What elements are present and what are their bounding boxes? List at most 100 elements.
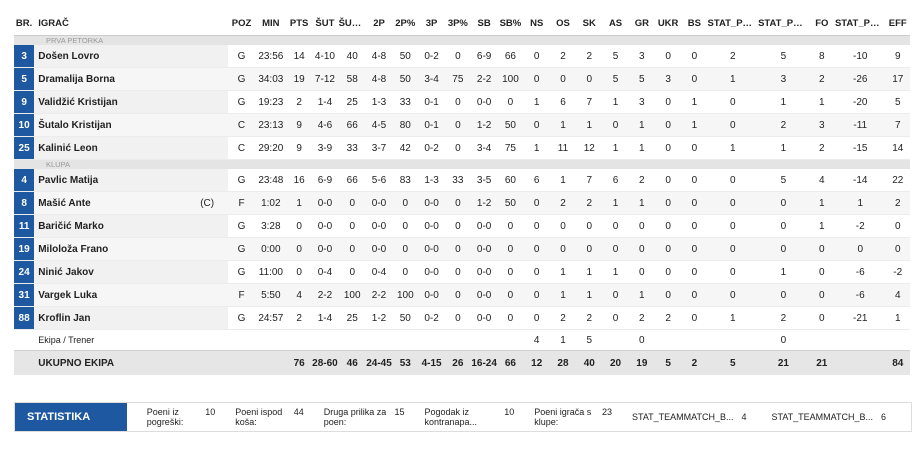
player-row[interactable]: 10 Šutalo Kristijan C 23:13 9 4-6 66 4-5 80 0-1 0 1… bbox=[14, 113, 910, 137]
stat-cell: 2 bbox=[758, 306, 809, 330]
player-row[interactable]: 4 Pavlic Matija G 23:48 16 6-9 66 5-6 83 1-3 33 3-5… bbox=[14, 169, 910, 192]
stat-cell: 3 bbox=[654, 67, 682, 91]
column-header[interactable]: OS bbox=[549, 12, 577, 36]
stat-cell: 1 bbox=[523, 90, 550, 114]
team-stat-value: 10 bbox=[205, 407, 216, 417]
player-name-link[interactable]: Došen Lovro bbox=[34, 45, 186, 68]
column-header[interactable]: ŠUT bbox=[311, 12, 339, 36]
stat-cell bbox=[445, 330, 471, 351]
stat-cell bbox=[228, 350, 255, 375]
stat-cell: 26 bbox=[444, 350, 471, 375]
column-header[interactable]: PTS bbox=[287, 12, 312, 36]
column-header[interactable]: STAT_PERS... bbox=[707, 12, 759, 36]
stat-cell: 0 bbox=[834, 237, 886, 261]
team-stat-value: 10 bbox=[504, 407, 515, 417]
player-name-link[interactable]: Kalinić Leon bbox=[34, 136, 186, 160]
team-stat-value: 15 bbox=[394, 407, 405, 417]
stat-cell: 0 bbox=[287, 237, 312, 261]
player-name-link[interactable]: Ninić Jakov bbox=[34, 260, 186, 284]
player-name-link[interactable]: Vargek Luka bbox=[34, 283, 186, 307]
stat-cell: 0 bbox=[497, 90, 524, 114]
stat-cell: 1-2 bbox=[365, 306, 393, 330]
column-header[interactable]: SB bbox=[471, 12, 498, 36]
stat-cell: 0 bbox=[444, 260, 471, 284]
column-header[interactable]: NS bbox=[523, 12, 550, 36]
stat-cell: 0 bbox=[707, 283, 759, 307]
column-header[interactable]: SB% bbox=[497, 12, 524, 36]
stat-cell: 0 bbox=[758, 191, 809, 215]
player-name-link[interactable]: Mašić Ante bbox=[34, 191, 186, 215]
stat-cell: 22 bbox=[885, 169, 910, 192]
stat-cell: 1 bbox=[808, 214, 835, 238]
player-row[interactable]: 9 Validžić Kristijan G 19:23 2 1-4 25 1-3 33 0-1 0… bbox=[14, 90, 910, 114]
captain-badge bbox=[185, 169, 229, 192]
stat-cell: 1 bbox=[602, 260, 629, 284]
column-header[interactable]: 3P% bbox=[444, 12, 471, 36]
player-row[interactable]: 19 Miloloža Frano G 0:00 0 0-0 0 0-0 0 0-0 0 0-0 0 0 0… bbox=[14, 237, 910, 261]
team-stat-item: STAT_TEAMMATCH_B... 4 bbox=[632, 412, 750, 422]
stat-cell: 76 bbox=[287, 350, 312, 375]
stat-cell: 1 bbox=[602, 191, 629, 215]
column-header[interactable]: BS bbox=[681, 12, 708, 36]
column-header[interactable]: AS bbox=[602, 12, 629, 36]
stat-cell: 50 bbox=[392, 67, 419, 91]
column-header[interactable]: SK bbox=[576, 12, 603, 36]
column-header[interactable]: UKR bbox=[654, 12, 682, 36]
player-row[interactable]: 31 Vargek Luka F 5:50 4 2-2 100 2-2 100 0-0 0 0-0 0 0… bbox=[14, 283, 910, 307]
stat-cell: 3 bbox=[628, 90, 655, 114]
stat-cell: 14 bbox=[287, 45, 312, 68]
column-header[interactable]: 3P bbox=[418, 12, 445, 36]
team-stat-value: 44 bbox=[293, 407, 304, 417]
stat-cell bbox=[655, 330, 681, 351]
stat-cell: 50 bbox=[392, 45, 419, 68]
column-header[interactable]: MIN bbox=[254, 12, 288, 36]
table-header: BR. IGRAČ POZ MIN PTS ŠUT ŠUT% 2P 2P% 3P 3P% SB SB% N… bbox=[14, 12, 910, 36]
stat-cell: 0-0 bbox=[471, 90, 498, 114]
player-row[interactable]: 24 Ninić Jakov G 11:00 0 0-4 0 0-4 0 0-0 0 0-0 0 0 1 1 1… bbox=[14, 260, 910, 284]
column-header: BR. bbox=[14, 12, 35, 36]
stat-cell: 2 bbox=[707, 45, 759, 68]
stat-cell: 4 bbox=[533, 334, 540, 346]
team-stat-label: Poeni ispod koša: bbox=[235, 407, 283, 427]
stat-cell: 66 bbox=[338, 113, 366, 137]
player-row[interactable]: 8 Mašić Ante (C) F 1:02 1 0-0 0 0-0 0 0-0 0 1-2 50 0 2 2… bbox=[14, 191, 910, 215]
column-header[interactable]: ŠUT% bbox=[338, 12, 366, 36]
player-row[interactable]: 88 Kroflin Jan G 24:57 2 1-4 25 1-2 50 0-2 0 0-0 0 0 2… bbox=[14, 306, 910, 330]
player-row[interactable]: 3 Došen Lovro G 23:56 14 4-10 40 4-8 50 0-2 0 6-9 66… bbox=[14, 45, 910, 68]
stat-cell: 19:23 bbox=[254, 90, 288, 114]
stat-cell: 4 bbox=[287, 283, 312, 307]
stat-cell: 4-6 bbox=[311, 113, 339, 137]
stat-cell: 4-8 bbox=[365, 67, 393, 91]
player-row[interactable]: 11 Baričić Marko G 3:28 0 0-0 0 0-0 0 0-0 0 0-0 0 0 0 0… bbox=[14, 214, 910, 238]
column-header[interactable]: 2P% bbox=[392, 12, 419, 36]
player-name-link[interactable]: Dramalija Borna bbox=[34, 67, 186, 91]
player-name-link[interactable]: Baričić Marko bbox=[34, 214, 186, 238]
stat-cell: 0 bbox=[654, 191, 682, 215]
column-header[interactable]: STAT_PERS... bbox=[834, 12, 886, 36]
stat-cell: 0 bbox=[681, 306, 708, 330]
column-header[interactable]: POZ bbox=[228, 12, 255, 36]
team-stat-label: Poeni igrača s klupe: bbox=[534, 407, 592, 427]
player-name-link[interactable]: Kroflin Jan bbox=[34, 306, 186, 330]
player-row[interactable]: 5 Dramalija Borna G 34:03 19 7-12 58 4-8 50 3-4 75… bbox=[14, 67, 910, 91]
team-stat-label: Poeni iz pogreški: bbox=[146, 407, 184, 427]
stat-cell: 0 bbox=[523, 260, 550, 284]
jersey-number: 88 bbox=[14, 306, 35, 330]
stat-cell: 2-2 bbox=[471, 67, 498, 91]
player-name-link[interactable]: Pavlic Matija bbox=[34, 169, 186, 192]
column-header[interactable]: FO bbox=[808, 12, 835, 36]
stat-cell: 11:00 bbox=[254, 260, 288, 284]
player-name-link[interactable]: Miloloža Frano bbox=[34, 237, 186, 261]
column-header[interactable]: GR bbox=[628, 12, 655, 36]
stat-cell: 0 bbox=[523, 214, 550, 238]
stat-cell: 0-0 bbox=[471, 283, 498, 307]
column-header[interactable]: STAT_PERS... bbox=[758, 12, 809, 36]
stat-cell: 1 bbox=[758, 136, 809, 160]
column-header[interactable]: 2P bbox=[365, 12, 393, 36]
stat-cell: 0 bbox=[654, 45, 682, 68]
stat-cell: 20 bbox=[602, 350, 629, 375]
player-name-link[interactable]: Šutalo Kristijan bbox=[34, 113, 186, 137]
player-name-link[interactable]: Validžić Kristijan bbox=[34, 90, 186, 114]
player-row[interactable]: 25 Kalinić Leon C 29:20 9 3-9 33 3-7 42 0-2 0 3-4 75… bbox=[14, 136, 910, 160]
column-header[interactable]: EFF bbox=[885, 12, 910, 36]
